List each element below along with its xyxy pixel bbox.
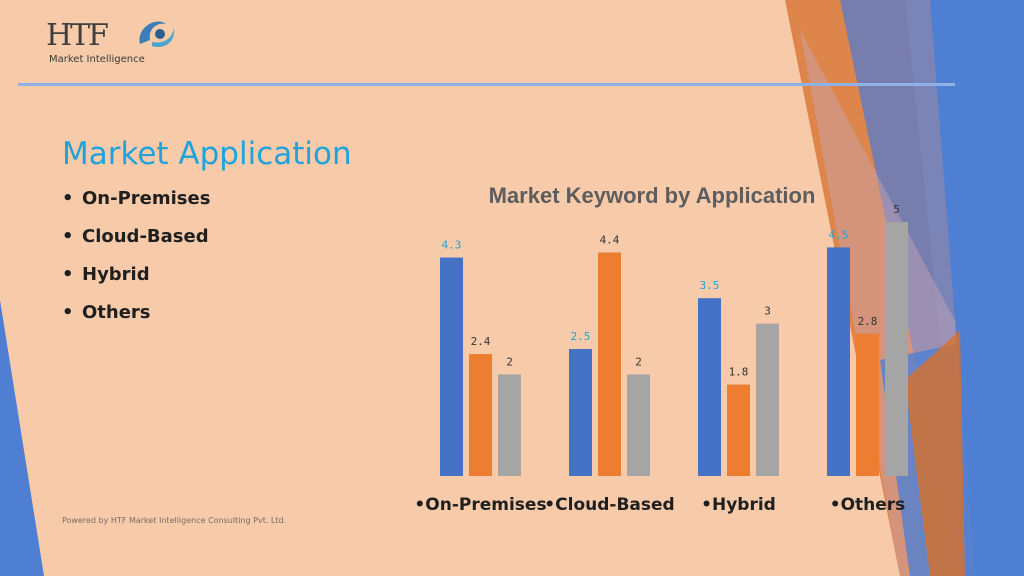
- footer-credit: Powered by HTF Market Intelligence Consu…: [62, 516, 287, 525]
- bar: [469, 354, 492, 476]
- data-label: 2.8: [858, 315, 878, 328]
- bar: [756, 323, 779, 476]
- data-label: 2: [506, 355, 513, 368]
- bar: [598, 252, 621, 476]
- category-label-group: •On-Premises•Cloud-Based •Hybrid •Others: [414, 495, 905, 515]
- list-item: • Cloud-Based: [62, 226, 210, 264]
- data-label: 4.4: [600, 233, 620, 246]
- data-label: 2.4: [471, 335, 491, 348]
- logo-subtitle: Market Intelligence: [49, 54, 145, 65]
- bar: [440, 257, 463, 476]
- list-item: • On-Premises: [62, 188, 210, 226]
- logo-swirl-icon: [139, 21, 175, 48]
- bullet-glyph: •: [62, 226, 74, 247]
- data-label: 3.5: [700, 279, 720, 292]
- bar: [698, 298, 721, 476]
- chart-title: Market Keyword by Application: [489, 183, 816, 208]
- data-label: 2.5: [571, 330, 591, 343]
- data-label: 4.3: [442, 239, 462, 252]
- category-label: •Others: [830, 495, 906, 515]
- application-list: • On-Premises • Cloud-Based • Hybrid • Other…: [62, 188, 210, 340]
- lower-orange-shape: [905, 330, 965, 576]
- data-label: 5: [893, 203, 900, 216]
- data-label: 4.5: [829, 228, 849, 241]
- list-item-label: Hybrid: [82, 264, 150, 285]
- bullet-glyph: •: [62, 302, 74, 323]
- bullet-glyph: •: [62, 264, 74, 285]
- data-label: 2: [635, 355, 642, 368]
- page-title: Market Application: [62, 136, 352, 172]
- bar: [727, 384, 750, 476]
- list-item: • Hybrid: [62, 264, 210, 302]
- list-item: • Others: [62, 302, 210, 340]
- bar: [569, 349, 592, 476]
- list-item-label: Cloud-Based: [82, 226, 209, 247]
- header-divider: [18, 83, 955, 86]
- data-label-group: 4.3 2.4 2 2.5 4.4 2 3.5 1.8 3 4.5 2.8 5: [442, 203, 900, 379]
- logo-mark: HTF: [46, 18, 109, 53]
- data-label: 3: [764, 305, 771, 318]
- left-accent-shape: [0, 300, 44, 576]
- bar: [827, 247, 850, 476]
- bar: [627, 374, 650, 476]
- bullet-glyph: •: [62, 188, 74, 209]
- category-label: •Hybrid: [701, 495, 776, 515]
- list-item-label: Others: [82, 302, 151, 323]
- category-label: •On-Premises: [414, 495, 546, 515]
- logo: HTF Market Intelligence: [46, 14, 175, 70]
- category-label: •Cloud-Based: [544, 495, 674, 515]
- list-item-label: On-Premises: [82, 188, 211, 209]
- bar: [885, 222, 908, 476]
- bar-group: [440, 222, 908, 476]
- data-label: 1.8: [729, 366, 749, 379]
- bar: [856, 333, 879, 476]
- bar: [498, 374, 521, 476]
